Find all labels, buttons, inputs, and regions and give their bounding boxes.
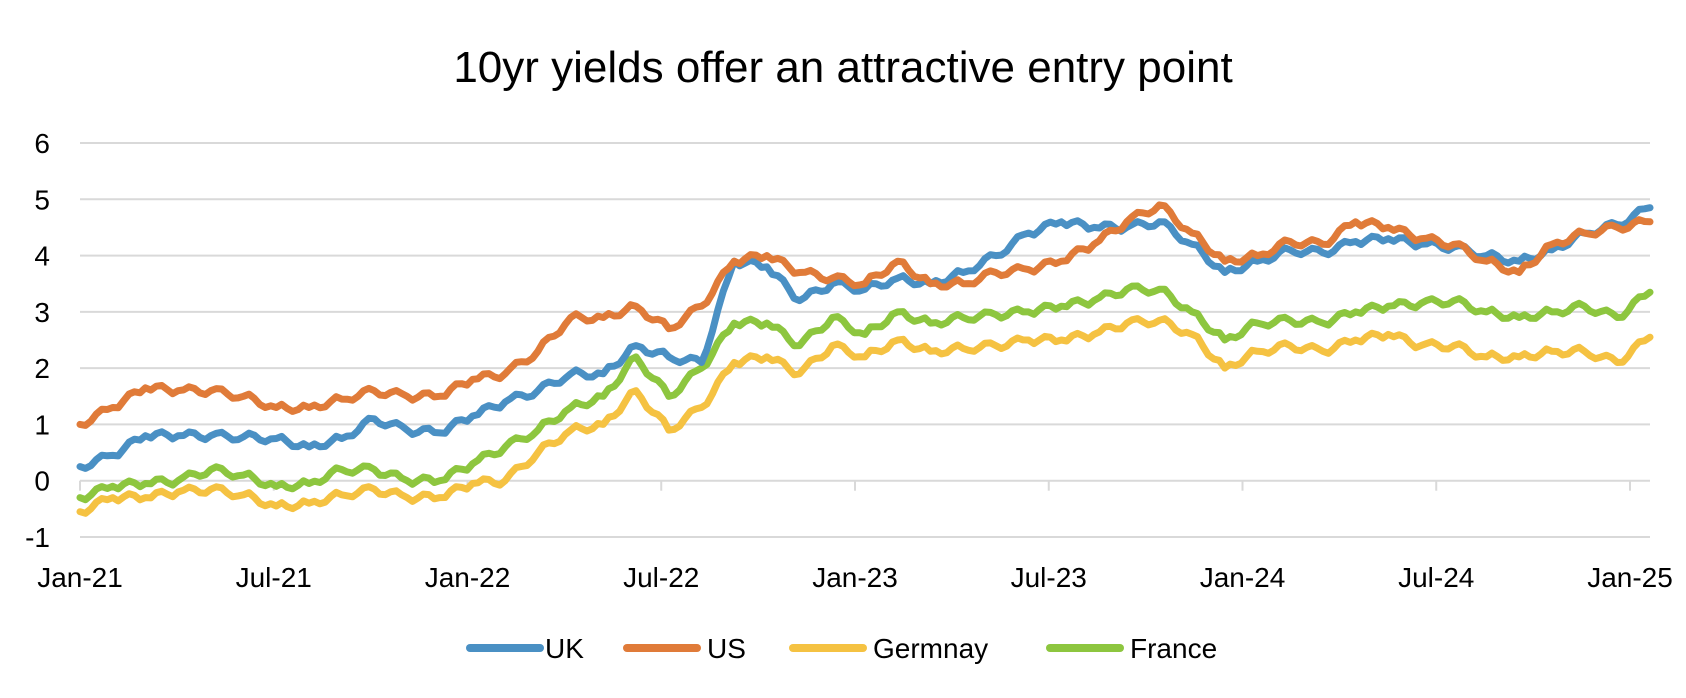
legend-label-germnay: Germnay [873,633,988,664]
grid-layer [80,142,1650,538]
series-layer [76,201,1654,517]
y-tick-label: 2 [34,353,50,384]
x-tick-label: Jul-23 [1011,562,1087,593]
series-line-uk [76,204,1654,472]
y-tick-label: -1 [25,522,50,553]
x-tick-label: Jan-24 [1200,562,1286,593]
x-tick-label: Jul-22 [623,562,699,593]
y-axis-ticks: -1 0 1 2 3 4 5 6 [25,128,50,553]
x-tick-label: Jan-22 [425,562,511,593]
x-tick-label: Jul-24 [1398,562,1474,593]
chart-title: 10yr yields offer an attractive entry po… [453,43,1232,92]
legend: UK US Germnay France [466,633,1217,664]
x-tick-label: Jan-21 [37,562,123,593]
x-axis-ticks: Jan-21 Jul-21 Jan-22 Jul-22 Jan-23 Jul-23 Jan-… [37,480,1673,593]
y-tick-label: 6 [34,128,50,159]
y-tick-label: 0 [34,466,50,497]
y-tick-label: 3 [34,297,50,328]
legend-label-uk: UK [545,633,584,664]
x-tick-label: Jan-23 [812,562,898,593]
y-tick-label: 1 [34,409,50,440]
legend-label-us: US [707,633,746,664]
legend-label-france: France [1130,633,1217,664]
series-line-france [76,282,1654,504]
y-tick-label: 5 [34,184,50,215]
x-tick-label: Jul-21 [236,562,312,593]
series-line-us [76,201,1654,429]
x-tick-label: Jan-25 [1587,562,1673,593]
series-line-germnay [76,315,1654,517]
y-tick-label: 4 [34,241,50,272]
